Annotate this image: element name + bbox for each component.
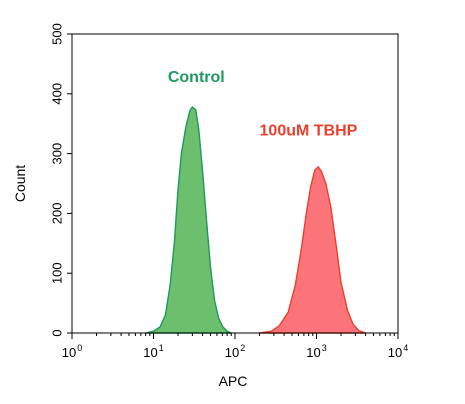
x-axis-ticks: 100 101 102 103 104 [62,333,408,360]
y-tick-label: 200 [50,203,65,225]
y-tick-label: 300 [50,143,65,165]
y-axis-ticks: 0 100 200 300 400 500 [50,23,72,337]
y-tick-label: 100 [50,262,65,284]
x-tick-label: 101 [143,343,163,360]
y-tick-label: 400 [50,83,65,105]
x-tick-label: 102 [225,343,245,360]
x-axis-label: APC [219,373,248,389]
series-annotations: Control 100uM TBHP [168,69,358,140]
y-tick-label: 500 [50,23,65,45]
annotation-1: Control [168,69,225,86]
x-tick-label: 104 [388,343,408,360]
x-tick-label: 103 [306,343,326,360]
annotation-2: 100uM TBHP [260,123,358,140]
series-area-2 [259,165,366,334]
y-tick-label: 0 [50,329,65,336]
series-area-1 [145,105,232,334]
x-tick-label: 100 [62,343,82,360]
y-axis-label: Count [12,165,28,202]
plot-frame [71,33,399,334]
histogram-curves [72,105,398,334]
